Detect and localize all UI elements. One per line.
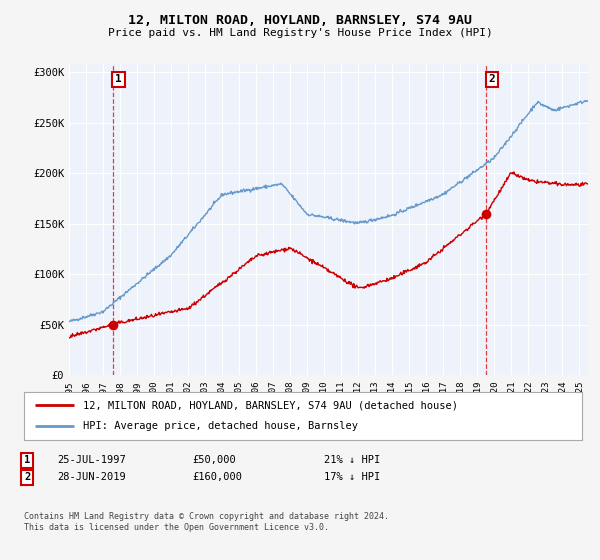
Text: 2: 2 — [24, 472, 30, 482]
Text: HPI: Average price, detached house, Barnsley: HPI: Average price, detached house, Barn… — [83, 421, 358, 431]
Text: 21% ↓ HPI: 21% ↓ HPI — [324, 455, 380, 465]
Text: £160,000: £160,000 — [192, 472, 242, 482]
Text: 1: 1 — [115, 74, 122, 85]
Text: Contains HM Land Registry data © Crown copyright and database right 2024.
This d: Contains HM Land Registry data © Crown c… — [24, 512, 389, 532]
Text: 17% ↓ HPI: 17% ↓ HPI — [324, 472, 380, 482]
Text: 25-JUL-1997: 25-JUL-1997 — [57, 455, 126, 465]
Text: 12, MILTON ROAD, HOYLAND, BARNSLEY, S74 9AU (detached house): 12, MILTON ROAD, HOYLAND, BARNSLEY, S74 … — [83, 400, 458, 410]
Text: 2: 2 — [488, 74, 495, 85]
Text: 12, MILTON ROAD, HOYLAND, BARNSLEY, S74 9AU: 12, MILTON ROAD, HOYLAND, BARNSLEY, S74 … — [128, 14, 472, 27]
Text: 28-JUN-2019: 28-JUN-2019 — [57, 472, 126, 482]
Text: 1: 1 — [24, 455, 30, 465]
Text: Price paid vs. HM Land Registry's House Price Index (HPI): Price paid vs. HM Land Registry's House … — [107, 28, 493, 38]
Text: £50,000: £50,000 — [192, 455, 236, 465]
